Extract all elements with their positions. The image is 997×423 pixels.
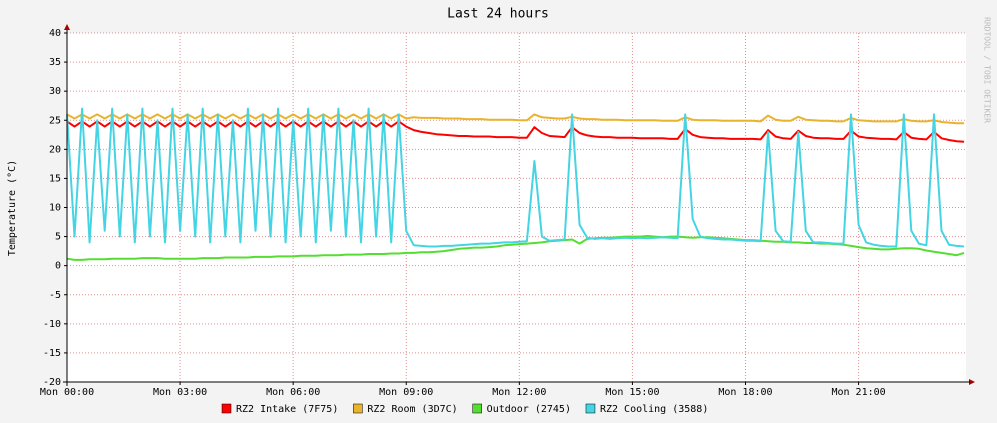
y-tick-label: 15 (49, 173, 61, 184)
x-tick-label: Mon 18:00 (718, 387, 772, 398)
legend-label: Outdoor (2745) (487, 404, 571, 415)
x-tick-label: Mon 00:00 (40, 387, 94, 398)
y-tick-label: -5 (49, 290, 61, 301)
legend-swatch (585, 403, 596, 414)
plot-area (67, 33, 966, 382)
legend-swatch (472, 403, 482, 414)
y-tick-label: -20 (43, 377, 61, 388)
x-tick-label: Mon 06:00 (266, 387, 320, 398)
x-tick-label: Mon 12:00 (492, 387, 546, 398)
y-tick-label: -10 (43, 319, 61, 330)
x-tick-label: Mon 21:00 (831, 387, 885, 398)
y-tick-label: 25 (49, 115, 61, 126)
y-tick-label: 10 (49, 203, 61, 214)
series-line (66, 107, 965, 248)
y-axis-label: Temperature (°C) (7, 160, 18, 256)
legend-swatch (221, 403, 232, 414)
series-line (66, 113, 965, 125)
y-tick-label: 20 (49, 144, 61, 155)
y-tick-label: 40 (49, 28, 61, 39)
y-tick-label: 0 (55, 261, 61, 272)
x-tick-label: Mon 03:00 (153, 387, 207, 398)
y-tick-label: -15 (43, 348, 61, 359)
lines (66, 107, 965, 261)
legend-label: RZ2 Room (3D7C) (367, 404, 457, 415)
axes: -20 -15 -10 -5 0 5 10 15 20 25 30 35 40 Mon 00:00 Mon … (40, 24, 975, 398)
legend-swatch (353, 403, 363, 414)
watermark: RRDTOOL / TOBI OETIKER (983, 17, 992, 123)
x-tick-label: Mon 09:00 (379, 387, 433, 398)
legend-label: RZ2 Cooling (3588) (600, 404, 708, 415)
chart-title: Last 24 hours (447, 7, 549, 22)
y-tick-label: 35 (49, 57, 61, 68)
legend: RZ2 Intake (7F75) RZ2 Room (3D7C) Outdoor … (221, 403, 708, 415)
y-tick-label: 30 (49, 86, 61, 97)
x-tick-label: Mon 15:00 (605, 387, 659, 398)
legend-label: RZ2 Intake (7F75) (236, 404, 338, 415)
y-tick-label: 5 (55, 232, 61, 243)
